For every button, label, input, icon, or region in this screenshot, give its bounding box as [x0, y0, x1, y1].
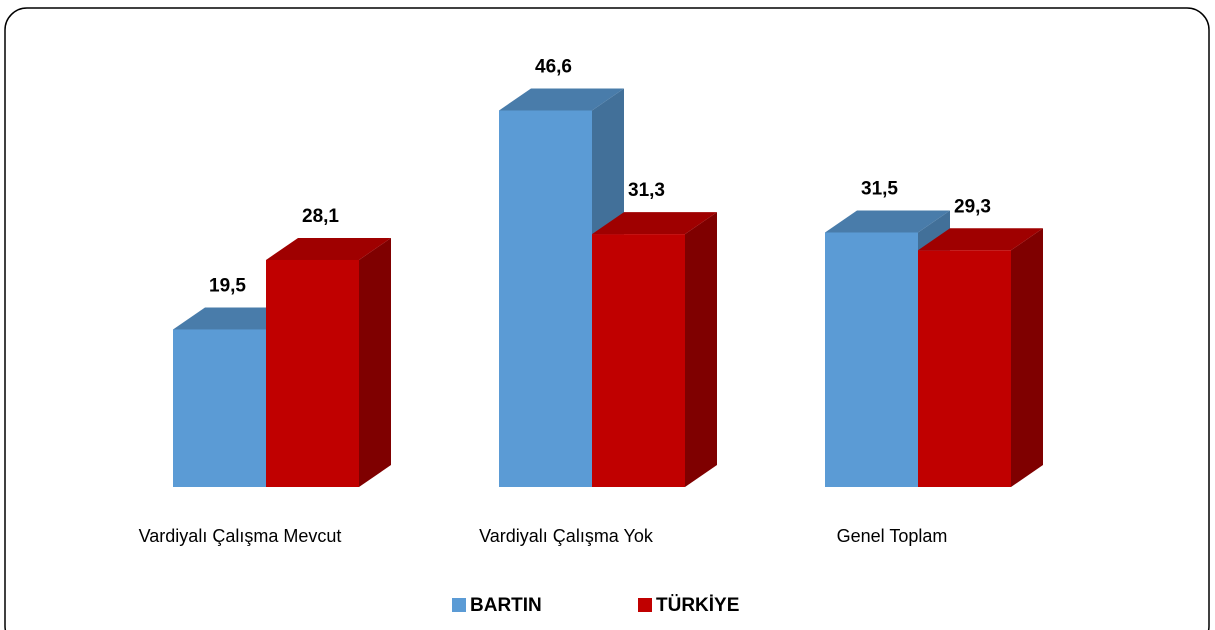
bar-side	[1011, 228, 1043, 488]
legend-swatch	[452, 598, 466, 612]
legend-label: TÜRKİYE	[656, 595, 739, 616]
bar	[173, 329, 266, 487]
data-label: 46,6	[535, 56, 572, 77]
data-label: 29,3	[954, 196, 991, 217]
bar	[825, 232, 918, 487]
data-label: 19,5	[209, 275, 246, 296]
legend-swatch	[638, 598, 652, 612]
data-label: 31,5	[861, 178, 898, 199]
bar-side	[359, 237, 391, 487]
bar-top	[499, 88, 624, 111]
bar-top	[266, 237, 391, 260]
bar-top	[825, 210, 950, 233]
x-tick-label: Vardiyalı Çalışma Yok	[479, 526, 654, 546]
legend-label: BARTIN	[470, 595, 542, 616]
data-label: 31,3	[628, 180, 665, 201]
x-tick-label: Genel Toplam	[837, 526, 948, 546]
bar-top	[592, 212, 717, 235]
data-label: 28,1	[302, 206, 339, 227]
bar	[266, 259, 359, 487]
bar	[918, 250, 1011, 487]
bar	[499, 110, 592, 488]
bar-side	[685, 212, 717, 487]
bar	[592, 234, 685, 487]
bar-top	[918, 228, 1043, 251]
x-tick-label: Vardiyalı Çalışma Mevcut	[139, 526, 342, 546]
